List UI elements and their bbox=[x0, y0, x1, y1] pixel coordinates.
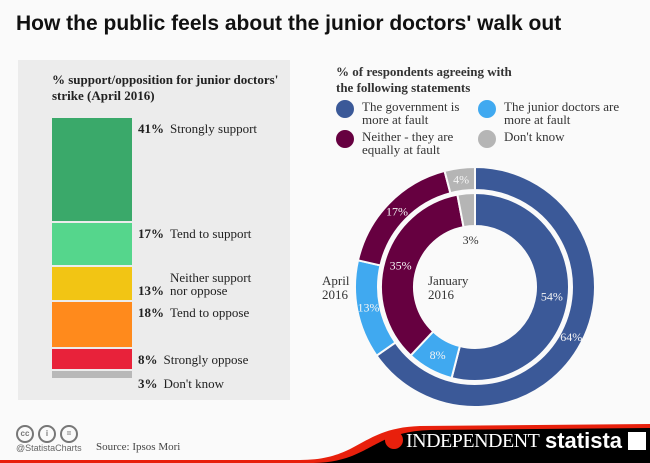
bar-value: 41% bbox=[138, 121, 164, 136]
bar-category: Tend to support bbox=[170, 225, 252, 241]
bar-category: Tend to oppose bbox=[170, 304, 250, 320]
donut-value-label: 64% bbox=[560, 330, 582, 344]
statista-logo-icon bbox=[628, 432, 647, 450]
bar-label: 13% Neither support nor oppose bbox=[138, 271, 260, 297]
bar-segment bbox=[52, 370, 132, 378]
legend-dot-icon bbox=[478, 100, 496, 118]
noderivs-icon: = bbox=[60, 425, 78, 443]
donut-slice bbox=[443, 165, 476, 195]
bar-label: 41% Strongly support bbox=[138, 122, 257, 135]
attribution-icon: i bbox=[38, 425, 56, 443]
bar-segment bbox=[52, 118, 132, 221]
donut-slice bbox=[375, 165, 596, 408]
bar-chart-title: % support/opposition for junior doctors'… bbox=[52, 72, 279, 103]
bar-segment bbox=[52, 348, 132, 369]
bar-label: 8% Strongly oppose bbox=[138, 353, 248, 366]
legend-item: The government is more at fault bbox=[336, 100, 480, 126]
footer-banner bbox=[0, 424, 650, 463]
statista-logo: statista bbox=[545, 428, 647, 454]
donut-value-label: 4% bbox=[453, 172, 469, 186]
bar-segment bbox=[52, 301, 132, 347]
legend-label: The government is more at fault bbox=[362, 99, 460, 127]
legend-dot-icon bbox=[336, 130, 354, 148]
partner-name: INDEPENDENT bbox=[406, 430, 540, 452]
legend-label: The junior doctors are more at fault bbox=[504, 99, 620, 127]
legend-label: Don't know bbox=[504, 129, 565, 144]
outer-ring-label: April 2016 bbox=[322, 273, 350, 302]
bar-value: 3% bbox=[138, 376, 158, 391]
legend-label: Neither - they are equally at fault bbox=[362, 129, 454, 157]
statista-handle: @StatistaCharts bbox=[16, 443, 82, 453]
donut-value-label: 13% bbox=[358, 301, 380, 315]
bar-category: Strongly oppose bbox=[163, 351, 249, 367]
inner-ring-label: January 2016 bbox=[428, 273, 469, 302]
legend-dot-icon bbox=[478, 130, 496, 148]
legend-item: Neither - they are equally at fault bbox=[336, 130, 480, 156]
bar-category: Don't know bbox=[163, 376, 224, 391]
donut-value-label: 54% bbox=[541, 290, 563, 304]
legend-item: Don't know bbox=[478, 130, 622, 148]
donut-slice bbox=[456, 191, 476, 229]
bar-value: 8% bbox=[138, 351, 158, 367]
bar-value: 17% bbox=[138, 225, 164, 241]
legend-item: The junior doctors are more at fault bbox=[478, 100, 622, 126]
donut-slice bbox=[450, 191, 570, 382]
donut-chart-title: % of respondents agreeing with the follo… bbox=[336, 64, 512, 95]
donut-value-label: 35% bbox=[390, 258, 412, 272]
donut-value-label: 3% bbox=[463, 233, 479, 247]
bar-category: Neither support nor oppose bbox=[170, 270, 252, 298]
bar-label: 17% Tend to support bbox=[138, 227, 251, 240]
brand-name: statista bbox=[545, 428, 623, 453]
eagle-icon bbox=[385, 431, 403, 449]
bar-segment bbox=[52, 222, 132, 265]
legend-dot-icon bbox=[336, 100, 354, 118]
donut-value-label: 17% bbox=[386, 205, 408, 219]
independent-logo: INDEPENDENT bbox=[385, 430, 540, 453]
bar-value: 13% bbox=[138, 283, 164, 298]
donut-value-label: 8% bbox=[430, 348, 446, 362]
bar-label: 3% Don't know bbox=[138, 377, 224, 390]
bar-segment bbox=[52, 267, 132, 300]
cc-icon: cc bbox=[16, 425, 34, 443]
source: Source: Ipsos Mori bbox=[96, 441, 181, 453]
bar-value: 18% bbox=[138, 304, 164, 320]
page-title: How the public feels about the junior do… bbox=[16, 12, 562, 35]
donut-slice bbox=[380, 193, 465, 357]
bar-label: 18% Tend to oppose bbox=[138, 306, 249, 319]
bar-category: Strongly support bbox=[170, 121, 258, 136]
